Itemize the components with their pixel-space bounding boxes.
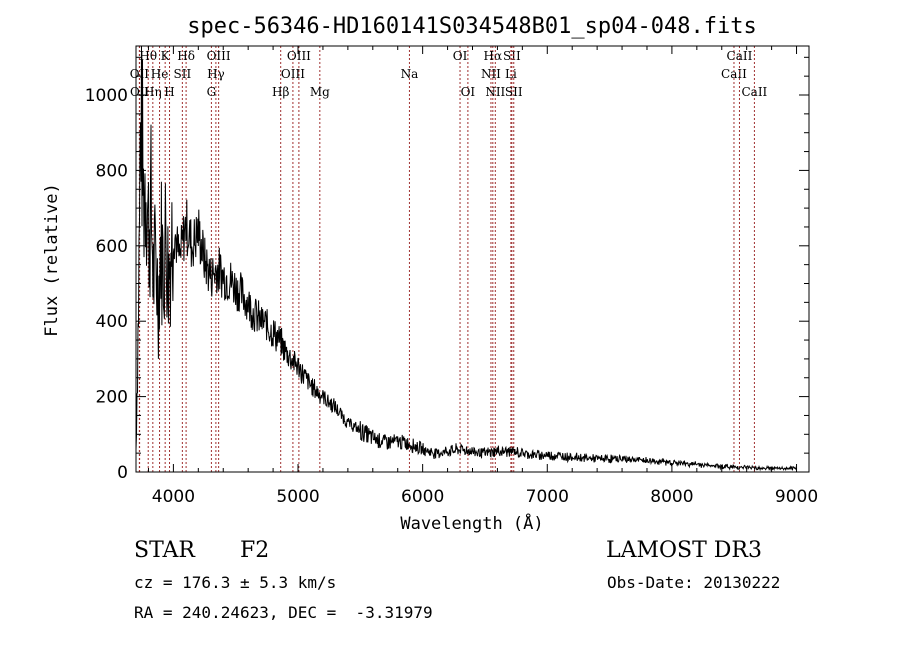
y-tick-label: 600: [96, 237, 128, 257]
obs-date-text: Obs-Date: 20130222: [607, 573, 781, 592]
x-tick-label: 6000: [401, 487, 444, 507]
line-label: NII: [485, 85, 505, 99]
line-label: He: [151, 67, 169, 81]
y-tick-label: 400: [96, 312, 128, 332]
y-tick-label: 800: [96, 161, 128, 181]
line-label: CaII: [721, 67, 747, 81]
x-tick-label: 8000: [650, 487, 693, 507]
line-label: OI: [453, 49, 468, 63]
coordinates-text: RA = 240.24623, DEC = -3.31979: [134, 603, 433, 622]
line-label: Hβ: [272, 85, 289, 99]
line-label: Na: [401, 67, 419, 81]
line-label: CaII: [741, 85, 767, 99]
line-label: Hα: [484, 49, 503, 63]
line-label: H: [164, 85, 174, 99]
line-label: Hη: [144, 85, 162, 99]
y-tick-label: 1000: [85, 86, 128, 106]
line-label: OI: [461, 85, 476, 99]
emission-line-markers: OIIOIIHθHηHeKHSIIHδGHγOIIIHβOIIIOIIIMgNa…: [130, 46, 768, 472]
line-label: SII: [174, 67, 192, 81]
line-label: SII: [503, 49, 521, 63]
y-tick-label: 200: [96, 388, 128, 408]
x-tick-label: 5000: [276, 487, 319, 507]
line-label: SII: [505, 85, 523, 99]
x-tick-label: 4000: [152, 487, 195, 507]
line-label: OIII: [281, 67, 305, 81]
y-tick-label: 0: [117, 463, 128, 483]
line-label: NII: [481, 67, 501, 81]
line-label: Li: [505, 67, 517, 81]
line-label: Mg: [310, 85, 330, 99]
survey-name: LAMOST DR3: [606, 538, 762, 563]
x-tick-label: 7000: [526, 487, 569, 507]
spectrum-line: [135, 45, 797, 472]
object-class: STAR: [134, 538, 195, 563]
object-subclass: F2: [240, 538, 270, 563]
x-tick-label: 9000: [775, 487, 818, 507]
plot-frame: [135, 45, 810, 473]
line-label: Hγ: [207, 67, 225, 81]
line-label: OIII: [207, 49, 231, 63]
line-label: CaII: [727, 49, 753, 63]
line-label: K: [161, 49, 171, 63]
line-label: OIII: [287, 49, 311, 63]
chart-title: spec-56346-HD160141S034548B01_sp04-048.f…: [187, 14, 757, 39]
redshift-text: cz = 176.3 ± 5.3 km/s: [134, 573, 337, 592]
x-axis-label: Wavelength (Å): [400, 512, 543, 534]
y-axis-label: Flux (relative): [42, 183, 62, 337]
line-label: Hδ: [177, 49, 195, 63]
line-label: G: [207, 85, 217, 99]
axis-ticks: 4000 5000 6000 7000 8000 9000 0 200 400 600 800 100…: [85, 46, 818, 507]
